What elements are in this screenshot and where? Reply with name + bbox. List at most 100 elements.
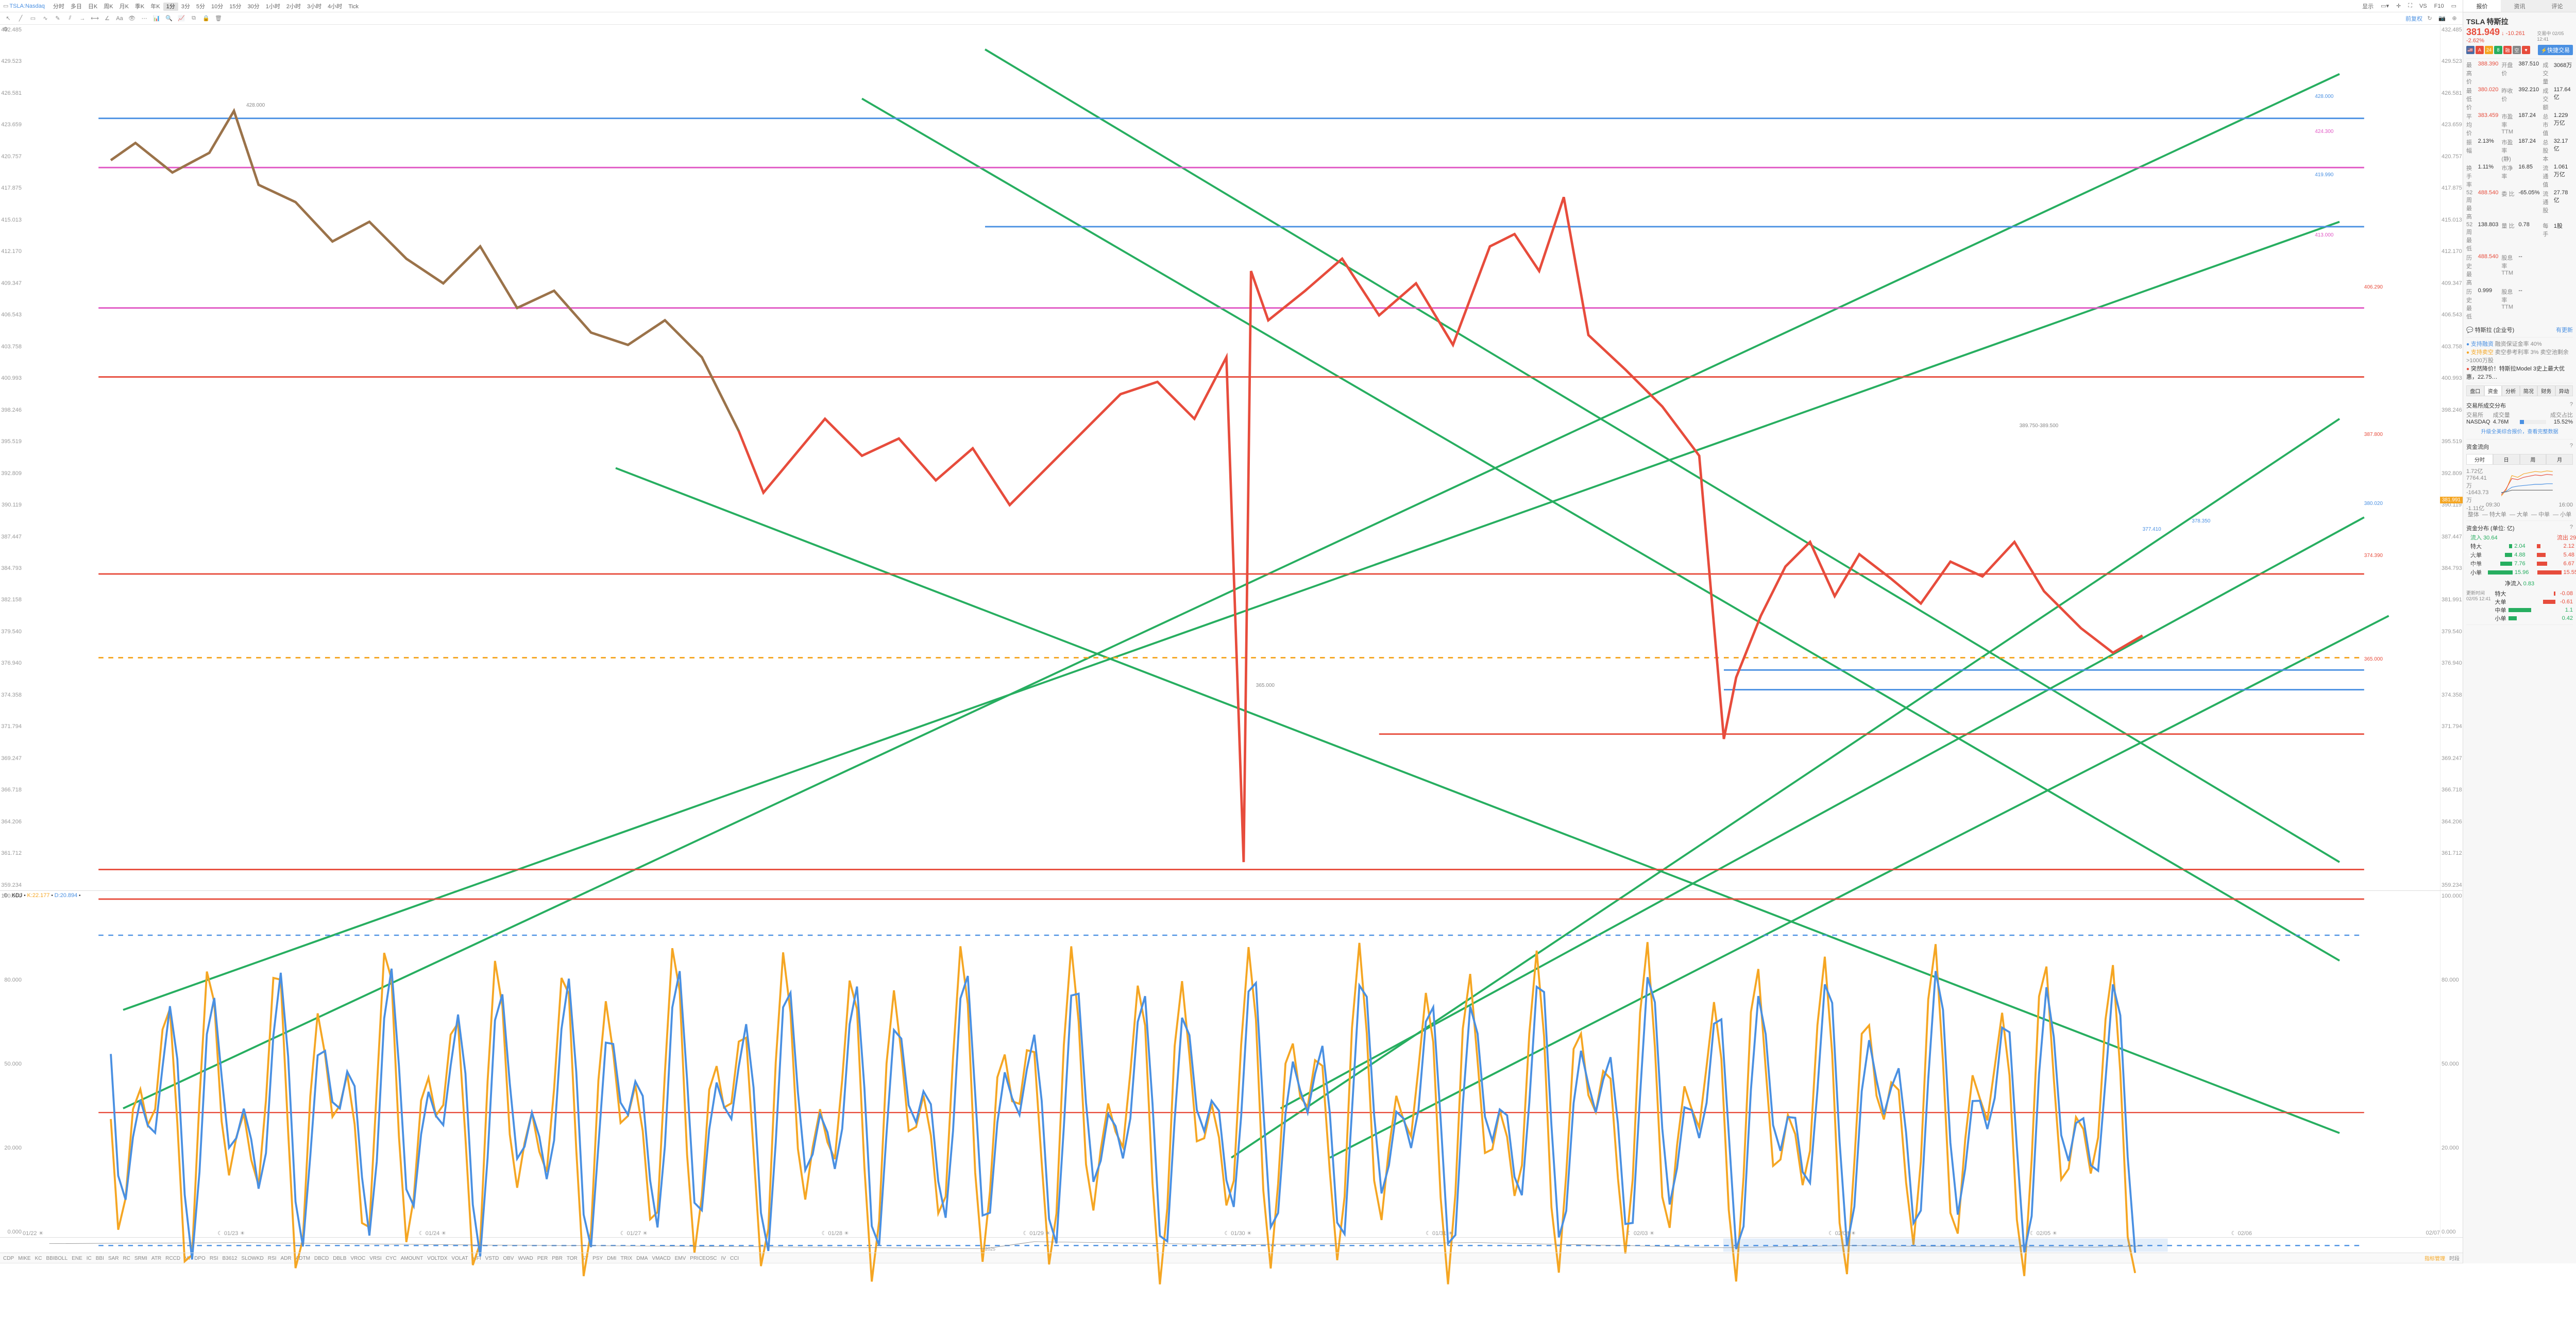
stats-tool[interactable]: 📈 [176,13,187,24]
badge-4: 融 [2503,46,2512,54]
subtab-1[interactable]: 资金 [2484,385,2502,396]
text-tool[interactable]: Aa [114,13,125,24]
subtab-2[interactable]: 分析 [2502,385,2520,396]
zoom-tool[interactable]: 🔍 [164,13,174,24]
timeframe-分时[interactable]: 分时 [50,3,67,11]
chart-tool[interactable]: 📊 [151,13,162,24]
trash-tool[interactable]: 🗑 [213,13,224,24]
flow-tab-2[interactable]: 周 [2520,454,2547,465]
stock-name: 特斯拉 [2487,18,2509,26]
trend-tool[interactable]: ∿ [40,13,50,24]
crosshair-icon[interactable]: ✛ [2393,2,2404,10]
main-panel: ▭ TSLA:Nasdaq 分时多日日K周K月K季K年K1分3分5分10分15分… [0,0,2463,1263]
indicator-chart[interactable]: ⚙ KDJ • K:22.177 • D:20.894 • 100.00080.… [0,891,2463,1238]
kdj-k: K:22.177 [27,892,50,899]
heart-icon[interactable]: ♥ [2522,46,2530,54]
sidebar-tabs: 报价 资讯 评论 [2463,0,2576,12]
flow-tab-1[interactable]: 日 [2493,454,2520,465]
main-chart[interactable]: 432.485429.523426.581423.659420.757417.8… [0,25,2463,891]
measure-tool[interactable]: ⟷ [90,13,100,24]
price-annotation: 378.350 [2192,518,2210,524]
dist-title: 资金分布 (单位: 亿) [2466,524,2515,532]
trade-status: 交易中 02/05 12:41 [2537,30,2573,42]
indicator-name: KDJ [12,892,23,899]
timeframe-30分[interactable]: 30分 [244,3,262,11]
tab-quote[interactable]: 报价 [2463,0,2501,12]
help-icon[interactable]: ? [2570,443,2573,451]
price-annotation: 380.020 [2364,501,2383,506]
upgrade-link[interactable]: 升级全美综合报价，查看完整数据 [2466,425,2573,437]
channel-tool[interactable]: ⫽ [65,13,75,24]
app-root: ▭ TSLA:Nasdaq 分时多日日K周K月K季K年K1分3分5分10分15分… [0,0,2576,1263]
fullscreen-icon[interactable]: ⛶ [2405,2,2415,10]
badge-3: 8 [2494,46,2502,54]
price-annotation: 377.410 [2143,527,2161,532]
timeframe-10分[interactable]: 10分 [208,3,226,11]
timeframe-2小时[interactable]: 2小时 [283,3,304,11]
rect-tool[interactable]: ▭ [28,13,38,24]
subtab-5[interactable]: 异动 [2555,385,2573,396]
stock-symbol: TSLA [2466,18,2485,26]
timeframe-月K[interactable]: 月K [116,3,132,11]
timeline-year: 2025 [985,1246,995,1252]
ind-yaxis-right: 100.00080.00050.00020.0000.000 [2440,891,2463,1237]
timeframe-5分[interactable]: 5分 [193,3,208,11]
help-icon[interactable]: ? [2570,524,2573,532]
refresh-icon[interactable]: ↻ [2425,13,2435,24]
timeframe-多日[interactable]: 多日 [67,3,85,11]
timeframe-1分[interactable]: 1分 [163,3,178,11]
col-exchange: 交易所 [2466,411,2493,419]
settings-icon[interactable]: ⊕ [2449,13,2460,24]
timeframe-3分[interactable]: 3分 [178,3,193,11]
f10-button[interactable]: F10 [2431,2,2447,10]
clone-tool[interactable]: ⧉ [189,13,199,24]
subtab-4[interactable]: 财务 [2537,385,2555,396]
indicator-header: ⚙ KDJ • K:22.177 • D:20.894 • [3,892,81,899]
company-more[interactable]: 有更新 [2556,326,2573,334]
subtab-0[interactable]: 盘口 [2466,385,2484,396]
flow-tab-3[interactable]: 月 [2546,454,2573,465]
line-tool[interactable]: ╱ [15,13,26,24]
layout-icon[interactable]: ▭▾ [2378,2,2392,10]
kdj-d: D:20.894 [55,892,78,899]
fast-trade-btn[interactable]: ⚡快捷交易 [2538,45,2573,55]
angle-tool[interactable]: ∠ [102,13,112,24]
flow-tab-0[interactable]: 分时 [2466,454,2493,465]
price-annotation: 424.300 [2315,129,2333,134]
tab-comments[interactable]: 评论 [2538,0,2576,12]
timeframe-1小时[interactable]: 1小时 [263,3,283,11]
pencil-tool[interactable]: ✎ [53,13,63,24]
exchange-section: 交易所成交分布? 交易所 成交量 成交占比 NASDAQ 4.76M 15.52… [2466,398,2573,440]
arrow-tool[interactable]: → [77,13,88,24]
vs-button[interactable]: VS [2416,2,2430,10]
timeframe-15分[interactable]: 15分 [226,3,244,11]
news-headline[interactable]: 突然降价！特斯拉Model 3史上最大优惠，22.75… [2466,366,2565,380]
timeframe-4小时[interactable]: 4小时 [325,3,345,11]
expand-icon[interactable]: ▭ [2448,2,2460,10]
adjust-mode[interactable]: 前复权 [2405,14,2422,23]
stock-change: -10.261 [2506,30,2525,37]
subtab-3[interactable]: 简况 [2520,385,2538,396]
timeframe-季K[interactable]: 季K [132,3,147,11]
ticker-symbol[interactable]: TSLA:Nasdaq [9,3,44,9]
gear-icon[interactable]: ⚙ [3,26,8,32]
timeframe-周K[interactable]: 周K [100,3,116,11]
panel-icon[interactable]: ▭ [3,3,8,9]
more-tool[interactable]: ⋯ [139,13,149,24]
lock-tool[interactable]: 🔒 [201,13,211,24]
timeline-overview[interactable]: 2025 [0,1238,2463,1253]
timeframe-3小时[interactable]: 3小时 [304,3,325,11]
timeframe-日K[interactable]: 日K [85,3,100,11]
price-annotation: 387.800 [2364,432,2383,437]
company-tag[interactable]: 特斯拉 (企业号) [2475,327,2514,333]
gear-icon[interactable]: ⚙ [3,892,8,899]
eye-tool[interactable]: 👁 [127,13,137,24]
cursor-tool[interactable]: ↖ [3,13,13,24]
camera-icon[interactable]: 📷 [2437,13,2447,24]
price-annotation: 419.990 [2315,172,2333,178]
display-menu[interactable]: 显示 [2359,1,2377,11]
tab-news[interactable]: 资讯 [2501,0,2538,12]
timeframe-年K[interactable]: 年K [147,3,163,11]
help-icon[interactable]: ? [2570,401,2573,410]
timeframe-Tick[interactable]: Tick [345,3,362,11]
